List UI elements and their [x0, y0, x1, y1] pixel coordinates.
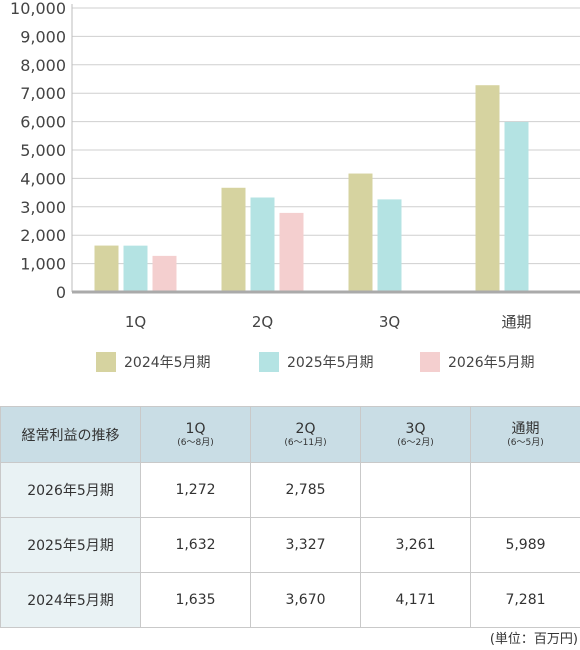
col-header-label: 1Q [185, 420, 206, 437]
table-cell [470, 462, 580, 518]
x-tick-label: 通期 [501, 313, 531, 331]
col-header-period: (6～11月) [284, 437, 327, 448]
x-tick-label: 3Q [379, 313, 400, 331]
table-cell: 3,670 [250, 572, 361, 628]
x-tick-label: 1Q [125, 313, 146, 331]
legend-swatch-2025 [259, 352, 279, 372]
col-header-full-year: 通期 (6～5月) [470, 406, 580, 463]
row-header: 2025年5月期 [0, 517, 141, 573]
legend-item-2025: 2025年5月期 [259, 352, 374, 372]
y-tick-label: 3,000 [20, 198, 66, 217]
y-tick-label: 6,000 [20, 113, 66, 132]
col-header-2q: 2Q (6～11月) [250, 406, 361, 463]
profit-bar-chart: 0 1,000 2,000 3,000 4,000 5,000 6,000 7,000 8,00… [10, 0, 580, 331]
y-tick-label: 9,000 [20, 27, 66, 46]
table-row: 2026年5月期 1,272 2,785 [0, 462, 580, 518]
legend-label-2024: 2024年5月期 [124, 355, 211, 371]
col-header-period: (6～2月) [397, 437, 434, 448]
bar-1-0 [221, 187, 246, 292]
bar-0-2 [152, 255, 177, 292]
table-cell: 1,632 [140, 517, 251, 573]
profit-table: 経常利益の推移 1Q (6～8月) 2Q (6～11月) 3Q (6～2月) 通… [0, 406, 580, 628]
table-header-row: 経常利益の推移 1Q (6～8月) 2Q (6～11月) 3Q (6～2月) 通… [0, 406, 580, 463]
bar-3-0 [475, 85, 500, 292]
y-tick-label: 10,000 [10, 0, 66, 18]
table-row: 2024年5月期 1,635 3,670 4,171 7,281 [0, 572, 580, 628]
chart-bars [94, 85, 529, 292]
bar-0-1 [123, 245, 148, 292]
col-header-label: 2Q [295, 420, 316, 437]
x-tick-label: 2Q [252, 313, 273, 331]
legend-item-2026: 2026年5月期 [420, 352, 535, 372]
col-header-label: 通期 [511, 420, 540, 437]
table-cell: 7,281 [470, 572, 580, 628]
table-cell: 2,785 [250, 462, 361, 518]
bar-3-1 [504, 121, 529, 292]
table-cell: 1,635 [140, 572, 251, 628]
y-axis: 0 1,000 2,000 3,000 4,000 5,000 6,000 7,000 8,00… [10, 0, 73, 302]
legend-swatch-2026 [420, 352, 440, 372]
table-cell [360, 462, 471, 518]
bar-0-0 [94, 245, 119, 292]
table-cell: 1,272 [140, 462, 251, 518]
row-header: 2024年5月期 [0, 572, 141, 628]
unit-note: (単位：百万円) [489, 632, 578, 647]
y-tick-label: 5,000 [20, 141, 66, 160]
table-corner-title: 経常利益の推移 [0, 406, 141, 463]
chart-legend: 2024年5月期 2025年5月期 2026年5月期 [0, 352, 580, 376]
bar-1-2 [279, 212, 304, 292]
table-cell: 4,171 [360, 572, 471, 628]
y-tick-label: 2,000 [20, 226, 66, 245]
table-row: 2025年5月期 1,632 3,327 3,261 5,989 [0, 517, 580, 573]
col-header-label: 3Q [405, 420, 426, 437]
row-header: 2026年5月期 [0, 462, 141, 518]
col-header-1q: 1Q (6～8月) [140, 406, 251, 463]
bar-2-1 [377, 199, 402, 292]
legend-swatch-2024 [96, 352, 116, 372]
y-tick-label: 8,000 [20, 56, 66, 75]
legend-label-2026: 2026年5月期 [448, 355, 535, 371]
bar-1-1 [250, 197, 275, 292]
col-header-period: (6～5月) [507, 437, 544, 448]
bar-2-0 [348, 173, 373, 292]
y-tick-label: 1,000 [20, 255, 66, 274]
y-tick-label: 7,000 [20, 84, 66, 103]
x-axis: 1Q 2Q 3Q 通期 [72, 290, 580, 331]
legend-label-2025: 2025年5月期 [287, 355, 374, 371]
table-cell: 3,261 [360, 517, 471, 573]
y-tick-label: 0 [56, 283, 66, 302]
legend-item-2024: 2024年5月期 [96, 352, 211, 372]
col-header-3q: 3Q (6～2月) [360, 406, 471, 463]
table-cell: 3,327 [250, 517, 361, 573]
table-cell: 5,989 [470, 517, 580, 573]
col-header-period: (6～8月) [177, 437, 214, 448]
chart-gridlines [72, 7, 580, 265]
y-tick-label: 4,000 [20, 169, 66, 188]
